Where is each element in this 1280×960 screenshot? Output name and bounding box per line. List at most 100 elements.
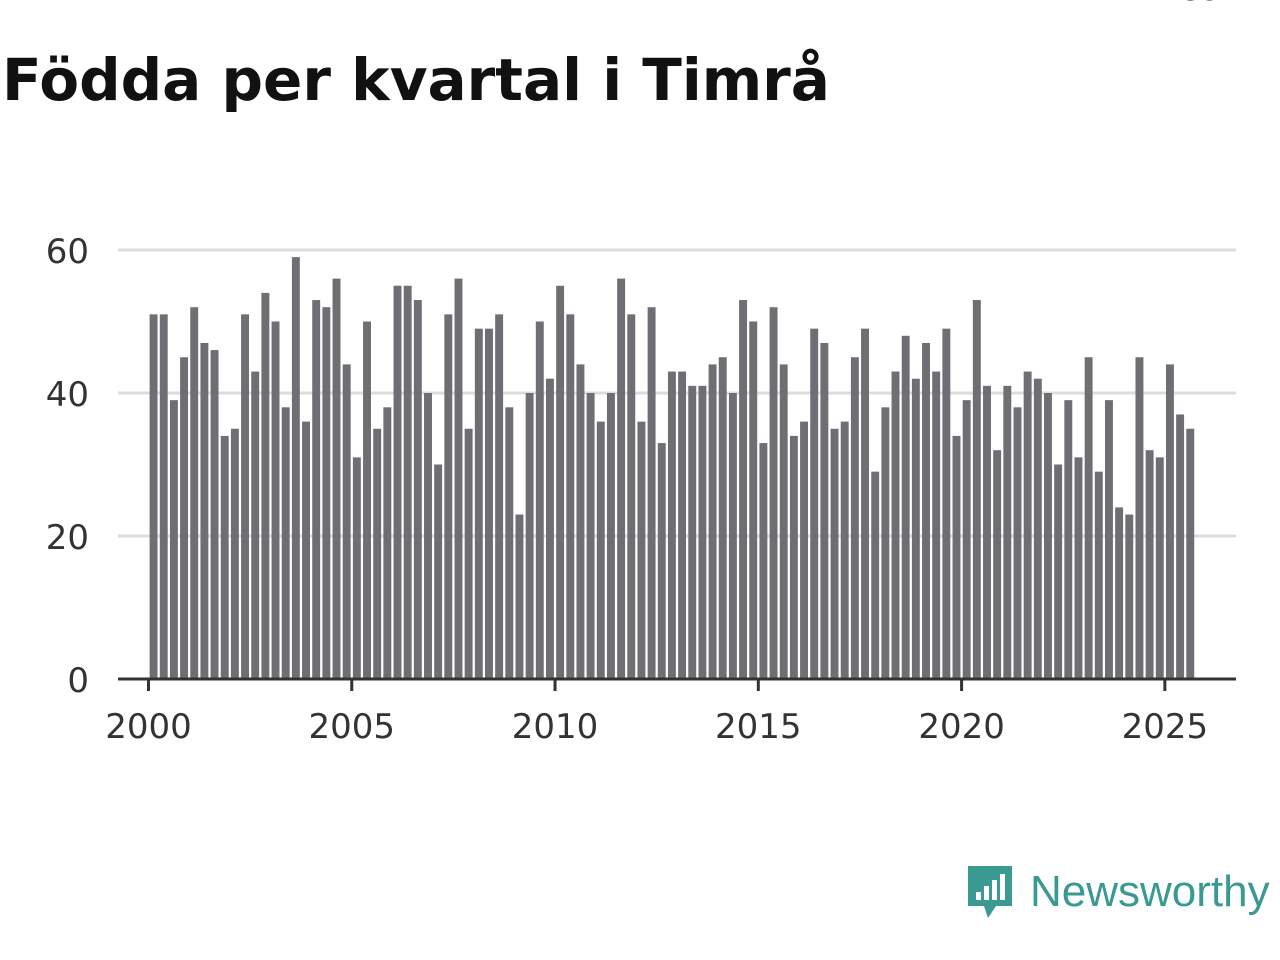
bar <box>688 385 697 679</box>
bar <box>850 357 859 679</box>
bar <box>901 335 910 679</box>
bar <box>485 328 493 679</box>
bar <box>820 342 829 679</box>
y-tick-label: 0 <box>67 661 89 701</box>
x-tick-label: 2025 <box>1122 707 1209 747</box>
bar <box>535 321 544 679</box>
bar <box>200 342 209 679</box>
bar <box>495 314 504 679</box>
bar <box>383 407 392 679</box>
bar <box>444 314 453 679</box>
annotations: 35 <box>1179 0 1224 12</box>
bar <box>505 407 514 679</box>
bar <box>830 428 839 679</box>
bar <box>1064 400 1073 679</box>
bar <box>1003 385 1012 679</box>
bar <box>413 300 422 679</box>
bar <box>1176 414 1185 679</box>
bar <box>596 421 605 679</box>
bar <box>749 321 758 679</box>
bar <box>393 285 402 679</box>
bar <box>769 307 778 679</box>
bar <box>373 428 382 679</box>
bar <box>332 278 341 679</box>
bar <box>1023 371 1032 679</box>
bar <box>190 307 199 679</box>
bar <box>302 421 310 679</box>
y-tick-label: 60 <box>46 232 89 272</box>
bar <box>789 435 798 679</box>
bar <box>474 328 483 679</box>
bar <box>942 328 951 679</box>
bar <box>515 514 524 679</box>
bar <box>271 321 280 679</box>
x-tick-label: 2010 <box>512 707 599 747</box>
bar <box>1074 457 1083 679</box>
bar <box>637 421 646 679</box>
bar <box>962 400 971 679</box>
bar <box>363 321 371 679</box>
bar <box>159 314 168 679</box>
bar <box>861 328 869 679</box>
y-tick-label: 20 <box>46 518 89 558</box>
bar <box>1145 450 1154 679</box>
bar <box>566 314 575 679</box>
bar <box>241 314 250 679</box>
bar <box>759 443 768 679</box>
bar <box>983 385 991 679</box>
bar <box>454 278 463 679</box>
bar <box>1084 357 1093 679</box>
bars <box>149 257 1195 679</box>
bar <box>251 371 260 679</box>
bar <box>840 421 849 679</box>
x-tick-label: 2020 <box>918 707 1005 747</box>
bar <box>911 378 920 679</box>
bar <box>728 393 737 679</box>
bar <box>718 357 727 679</box>
bar <box>800 421 809 679</box>
bar <box>210 350 219 679</box>
bar <box>1115 507 1124 679</box>
bar <box>556 285 565 679</box>
bar <box>952 435 961 679</box>
bar <box>1155 457 1164 679</box>
bar <box>871 471 880 679</box>
bar <box>403 285 412 679</box>
bar <box>606 393 615 679</box>
bar <box>647 307 656 679</box>
bar <box>891 371 900 679</box>
bar <box>881 407 890 679</box>
bar <box>576 364 585 679</box>
bar <box>1135 357 1144 679</box>
y-tick-label: 40 <box>46 375 89 415</box>
chart-title: Födda per kvartal i Timrå <box>2 46 830 114</box>
bar <box>698 385 707 679</box>
newsworthy-logo-icon <box>968 866 1012 918</box>
x-tick-label: 2015 <box>715 707 802 747</box>
bar <box>678 371 687 679</box>
bar <box>342 364 351 679</box>
bar <box>993 450 1002 679</box>
bar <box>1104 400 1113 679</box>
bar <box>312 300 321 679</box>
x-tick-label: 2005 <box>308 707 395 747</box>
bar <box>1186 428 1195 679</box>
x-tick-label: 2000 <box>105 707 192 747</box>
bar <box>352 457 361 679</box>
brand-name: Newsworthy <box>1030 867 1270 916</box>
bar <box>627 314 636 679</box>
bar <box>230 428 239 679</box>
bar <box>281 407 290 679</box>
bar <box>434 464 443 679</box>
bar <box>1033 378 1042 679</box>
bar <box>586 393 595 679</box>
bar <box>149 314 158 679</box>
highlight-value-label: 35 <box>1182 0 1220 8</box>
bar <box>1013 407 1022 679</box>
bar <box>464 428 473 679</box>
bar <box>1125 514 1134 679</box>
bar <box>810 328 819 679</box>
bar <box>322 307 331 679</box>
brand-logo: Newsworthy <box>964 862 1270 922</box>
